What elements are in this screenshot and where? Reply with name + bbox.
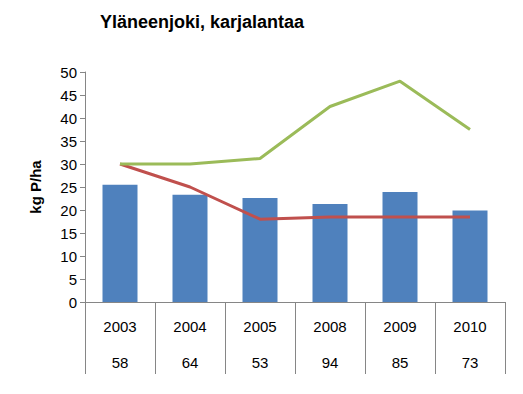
svg-text:25: 25 (60, 179, 77, 196)
svg-text:0: 0 (69, 294, 77, 311)
svg-text:Yläneenjoki, karjalantaa: Yläneenjoki, karjalantaa (100, 12, 305, 32)
svg-text:94: 94 (322, 354, 339, 371)
svg-text:30: 30 (60, 156, 77, 173)
svg-text:kg P/ha: kg P/ha (27, 160, 44, 214)
svg-text:35: 35 (60, 133, 77, 150)
svg-text:50: 50 (60, 64, 77, 81)
svg-text:45: 45 (60, 87, 77, 104)
svg-text:58: 58 (112, 354, 129, 371)
svg-text:15: 15 (60, 225, 77, 242)
svg-text:10: 10 (60, 248, 77, 265)
svg-text:20: 20 (60, 202, 77, 219)
svg-text:53: 53 (252, 354, 269, 371)
svg-text:2005: 2005 (243, 318, 276, 335)
svg-text:2010: 2010 (453, 318, 486, 335)
svg-text:64: 64 (182, 354, 199, 371)
svg-text:73: 73 (462, 354, 479, 371)
svg-text:2004: 2004 (173, 318, 206, 335)
svg-text:2008: 2008 (313, 318, 346, 335)
svg-text:2003: 2003 (103, 318, 136, 335)
svg-text:2009: 2009 (383, 318, 416, 335)
svg-text:40: 40 (60, 110, 77, 127)
svg-text:85: 85 (392, 354, 409, 371)
svg-text:5: 5 (69, 271, 77, 288)
